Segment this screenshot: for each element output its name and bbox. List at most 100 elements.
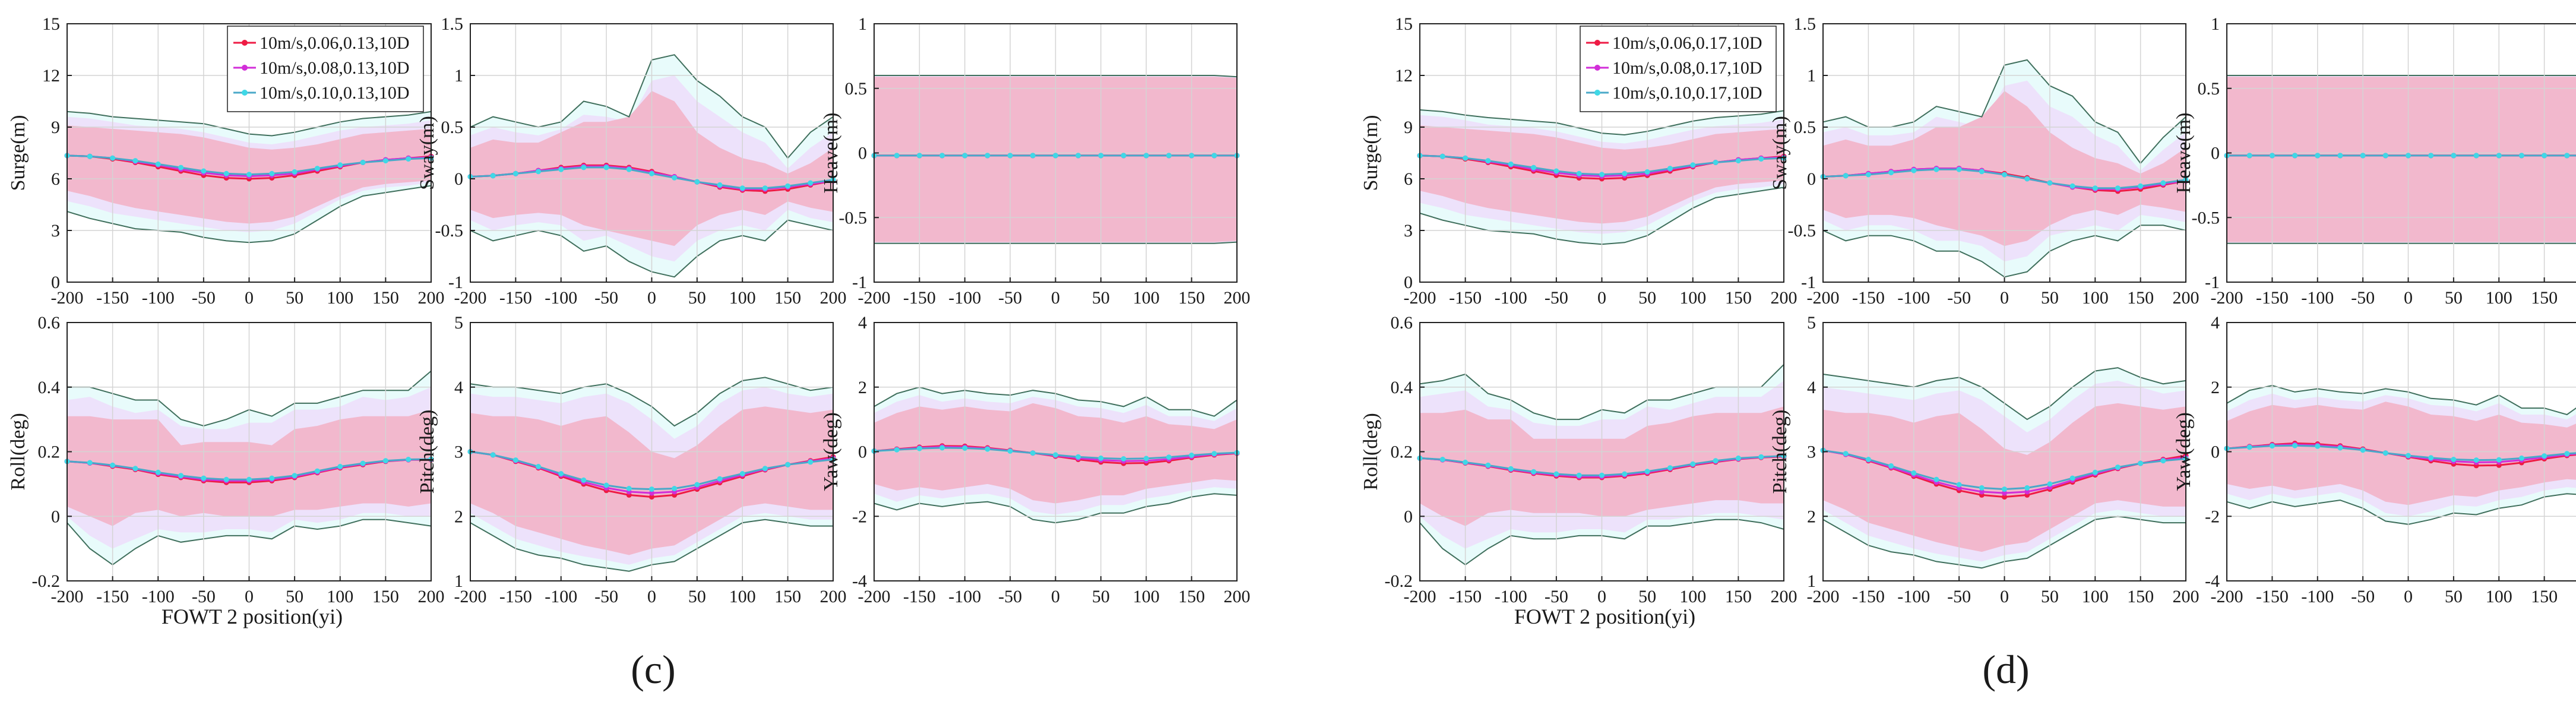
x-tick-label: -50 <box>192 587 216 606</box>
series-3-point <box>1030 153 1036 159</box>
y-tick-label: 5 <box>1807 313 1816 333</box>
y-axis-label: Sway(m) <box>1769 116 1791 190</box>
series-3-point <box>2451 153 2457 159</box>
series-3-point <box>2406 153 2411 159</box>
series-3-point <box>962 445 968 451</box>
series-3-point <box>1690 162 1696 168</box>
x-tick-label: 50 <box>1638 288 1656 308</box>
series-3-point <box>292 169 298 175</box>
series-3-point <box>739 185 745 191</box>
y-tick-label: 0 <box>858 144 867 163</box>
x-tick-label: 0 <box>647 587 656 606</box>
x-tick-label: 0 <box>2000 288 2009 308</box>
series-3-point <box>2024 176 2030 182</box>
series-3-point <box>1211 153 1217 159</box>
panel-label: (d) <box>1982 647 2029 692</box>
series-3-point <box>1667 166 1673 172</box>
series-3-point <box>536 464 542 469</box>
x-tick-label: -200 <box>858 288 891 308</box>
x-tick-label: 100 <box>1133 587 1160 606</box>
series-3-point <box>2047 481 2053 487</box>
series-3-point <box>1075 454 1081 460</box>
x-tick-label: -150 <box>1852 587 1885 606</box>
series-3-point <box>314 468 320 474</box>
x-tick-label: 100 <box>2486 587 2512 606</box>
y-tick-label: 0 <box>2211 144 2220 163</box>
y-tick-label: 4 <box>858 313 867 333</box>
series-3-point <box>1463 459 1469 465</box>
y-axis-label: Surge(m) <box>1360 115 1382 191</box>
series-3-point <box>558 471 564 476</box>
y-tick-label: 4 <box>1807 378 1816 397</box>
series-3-point <box>916 153 922 159</box>
series-3-point <box>1911 470 1917 476</box>
series-3-point <box>110 462 116 468</box>
legend-entry: 10m/s,0.08,0.13,10D <box>260 58 410 78</box>
y-tick-label: 3 <box>51 221 60 241</box>
y-tick-label: -2 <box>852 507 867 526</box>
x-tick-label: 200 <box>418 587 445 606</box>
legend-box <box>1580 26 1777 112</box>
x-tick-label: 50 <box>688 288 706 308</box>
x-tick-label: 50 <box>2445 288 2463 308</box>
x-tick-label: 0 <box>1051 288 1060 308</box>
x-tick-label: -200 <box>51 587 84 606</box>
subplot-pitch: -200 -150 -100 -50 0 50 100 150 200 1 2 3 4 5 Pitch(de… <box>416 313 847 606</box>
series-3-point <box>2428 455 2434 461</box>
x-tick-label: -50 <box>998 288 1022 308</box>
series-3-point <box>2092 185 2098 191</box>
series-3-point <box>1843 173 1849 179</box>
y-axis-label: Pitch(deg) <box>416 410 438 494</box>
x-tick-label: -50 <box>998 587 1022 606</box>
series-3-point <box>2002 172 2007 178</box>
subplot-surge: -200 -150 -100 -50 0 50 100 150 200 0 3 6 9 12 15 Surge… <box>7 14 445 308</box>
y-tick-label: -1 <box>2205 273 2220 292</box>
series-3-point <box>1599 172 1605 178</box>
series-3-point <box>808 459 814 465</box>
series-3-point <box>672 486 678 491</box>
legend-marker-1 <box>1594 40 1600 46</box>
x-tick-label: -50 <box>594 288 618 308</box>
series-3-point <box>2382 153 2388 159</box>
x-tick-label: 200 <box>820 587 847 606</box>
y-tick-label: 2 <box>858 378 867 397</box>
x-tick-label: 100 <box>2082 288 2109 308</box>
y-tick-label: 0.2 <box>38 442 61 462</box>
series-1-point <box>2002 494 2007 500</box>
series-3-point <box>201 168 207 174</box>
series-3-point <box>1599 472 1605 478</box>
series-3-point <box>808 180 814 186</box>
x-tick-label: 100 <box>729 587 756 606</box>
series-3-point <box>1189 153 1195 159</box>
subplot-pitch: -200 -150 -100 -50 0 50 100 150 200 1 2 3 4 5 Pitch(de… <box>1769 313 2200 606</box>
x-tick-label: -100 <box>948 587 981 606</box>
x-tick-label: 0 <box>1597 587 1606 606</box>
series-3-point <box>581 165 587 170</box>
series-3-point <box>2360 153 2366 159</box>
series-3-point <box>2292 153 2298 159</box>
series-3-point <box>178 165 184 170</box>
x-tick-label: -50 <box>1545 587 1568 606</box>
series-3-point <box>2473 457 2479 463</box>
y-tick-label: 0.4 <box>1391 378 1413 397</box>
series-3-point <box>314 166 320 172</box>
x-tick-label: -150 <box>499 288 532 308</box>
series-3-point <box>1690 461 1696 467</box>
series-3-point <box>1933 166 1939 172</box>
series-3-point <box>2406 453 2411 459</box>
series-3-point <box>2496 153 2502 159</box>
y-tick-label: 9 <box>51 118 60 137</box>
series-3-point <box>2473 153 2479 159</box>
series-3-point <box>155 469 161 475</box>
series-3-point <box>223 476 229 482</box>
x-tick-label: 150 <box>2127 587 2154 606</box>
series-3-point <box>2518 153 2524 159</box>
x-tick-label: 100 <box>2082 587 2109 606</box>
y-tick-label: 1.5 <box>441 14 464 34</box>
x-tick-label: -200 <box>454 587 487 606</box>
x-tick-label: -50 <box>2351 288 2375 308</box>
x-tick-label: -50 <box>594 587 618 606</box>
y-tick-label: 4 <box>2211 313 2220 333</box>
series-3-point <box>962 153 968 159</box>
series-3-point <box>512 457 518 463</box>
